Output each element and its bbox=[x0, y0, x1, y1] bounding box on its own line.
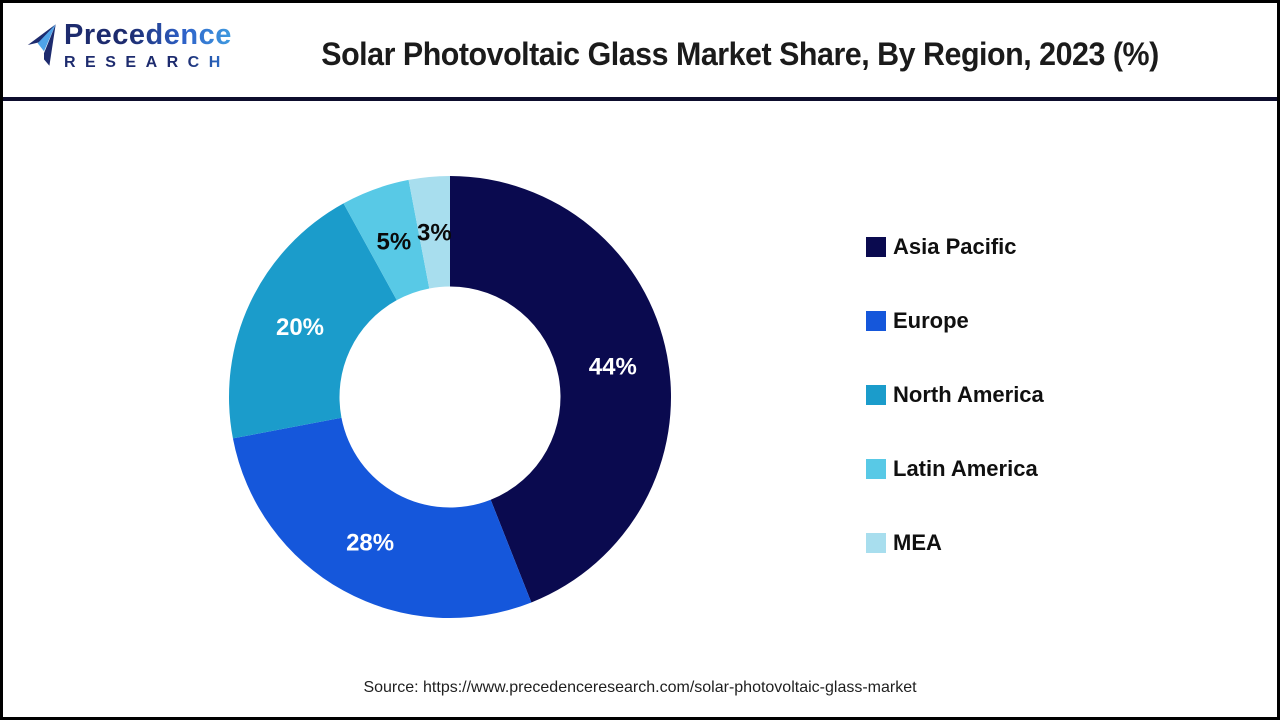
legend-swatch-north-america bbox=[866, 385, 886, 405]
logo-subtitle: RESEARCH bbox=[64, 53, 232, 72]
legend-swatch-europe bbox=[866, 311, 886, 331]
donut-chart: 44% 28% 20% 5% 3% bbox=[228, 176, 672, 619]
slice-value-label-north-america: 20% bbox=[276, 314, 324, 341]
slice-value-label-asia-pacific: 44% bbox=[589, 353, 637, 380]
paper-plane-logo-icon bbox=[27, 24, 56, 66]
donut-slice-north-america bbox=[228, 203, 397, 439]
donut-slice-asia-pacific bbox=[450, 176, 672, 603]
legend-label-europe: Europe bbox=[893, 308, 969, 333]
legend-swatch-asia-pacific bbox=[866, 237, 886, 257]
brand-logo: Precedence RESEARCH bbox=[26, 19, 232, 72]
legend-swatch-latin-america bbox=[866, 459, 886, 479]
legend-item-latin-america: Latin America bbox=[866, 456, 1044, 481]
legend-item-north-america: North America bbox=[866, 382, 1044, 407]
slice-value-label-latin-america: 5% bbox=[377, 228, 412, 255]
legend-item-mea: MEA bbox=[866, 530, 1044, 555]
chart-title: Solar Photovoltaic Glass Market Share, B… bbox=[321, 36, 1159, 72]
logo-wordmark: Precedence bbox=[64, 19, 232, 51]
donut-slice-latin-america bbox=[343, 179, 430, 301]
legend-swatch-mea bbox=[866, 533, 886, 553]
donut-slice-mea bbox=[408, 176, 450, 289]
legend-label-asia-pacific: Asia Pacific bbox=[893, 234, 1017, 259]
header-divider bbox=[0, 97, 1280, 101]
legend-item-europe: Europe bbox=[866, 308, 1044, 333]
legend-item-asia-pacific: Asia Pacific bbox=[866, 234, 1044, 259]
logo-text: Precedence RESEARCH bbox=[64, 19, 232, 72]
chart-legend: Asia Pacific Europe North America Latin Ame… bbox=[866, 234, 1044, 555]
legend-label-latin-america: Latin America bbox=[893, 456, 1038, 481]
legend-label-north-america: North America bbox=[893, 382, 1044, 407]
donut-slice-europe bbox=[232, 417, 532, 619]
source-note: Source: https://www.precedenceresearch.c… bbox=[363, 679, 917, 696]
slice-value-label-mea: 3% bbox=[417, 219, 452, 246]
slice-value-label-europe: 28% bbox=[346, 530, 394, 557]
legend-label-mea: MEA bbox=[893, 530, 942, 555]
